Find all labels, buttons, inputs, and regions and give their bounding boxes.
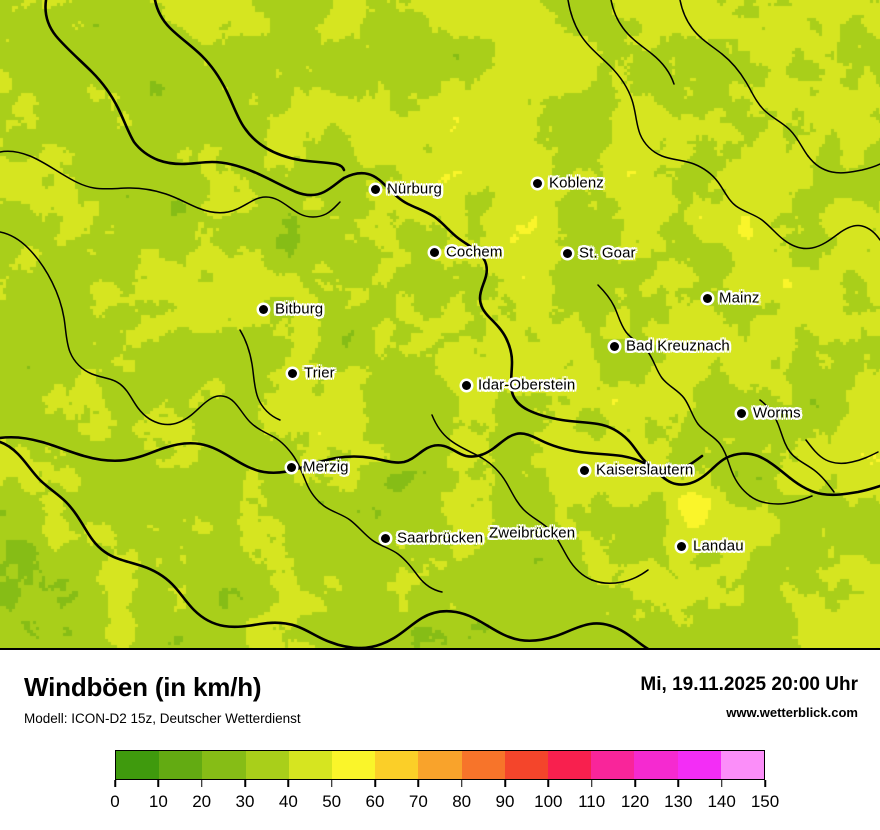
colorbar-tick [764,780,766,787]
colorbar-tick [200,780,203,787]
city-label: Koblenz [549,174,604,192]
colorbar-tick [417,780,420,787]
city-label: Merzig [303,458,349,476]
city-label: Zweibrücken [489,524,576,542]
colorbar-tick [374,780,376,787]
colorbar-tick-label: 110 [578,792,606,811]
title-block: Windböen (in km/h) Modell: ICON-D2 15z, … [24,672,301,726]
city-label: Landau [693,537,744,555]
city-label: St. Goar [579,244,636,262]
colorbar-swatch [418,751,462,779]
city-dot-icon [381,533,390,543]
colorbar-legend: 0 10 20 30 40 50 60 70 80 90 100 110 120 130 140 150 [0,750,880,814]
colorbar-tick [547,780,550,787]
website-label: www.wetterblick.com [726,705,858,720]
colorbar-tick [287,780,290,787]
colorbar-swatch [720,751,765,779]
colorbar-gradient [115,750,765,780]
colorbar-tick [244,780,246,787]
colorbar-swatch [591,751,635,779]
city-label: Trier [304,364,335,382]
colorbar-swatch [375,751,419,779]
city-dot-icon [677,541,686,551]
city-dot-icon [563,248,572,258]
model-subtitle: Modell: ICON-D2 15z, Deutscher Wetterdie… [24,711,301,726]
colorbar-tick [590,780,593,787]
colorbar-tick [634,780,636,787]
colorbar-tick-label: 30 [235,792,255,811]
colorbar-swatch [202,751,246,779]
colorbar-swatch [461,751,505,779]
date-block: Mi, 19.11.2025 20:00 Uhr www.wetterblick… [640,674,858,720]
colorbar-tick [157,780,160,787]
colorbar-swatch [288,751,333,779]
colorbar-tick-label: 60 [365,792,385,811]
colorbar-swatch [634,751,678,779]
colorbar-tick-label: 140 [707,792,736,811]
map-footer: Windböen (in km/h) Modell: ICON-D2 15z, … [0,650,880,830]
city-label: Saarbrücken [397,529,484,547]
city-dot-icon [287,462,296,472]
colorbar-tick-label: 120 [620,792,650,811]
colorbar-tick-label: 130 [664,792,693,811]
colorbar-tick-label: 100 [534,792,563,811]
colorbar-tick-label: 70 [408,792,428,811]
colorbar-tick [720,780,723,787]
colorbar-ticks [114,780,766,788]
city-dot-icon [259,304,268,314]
colorbar-tick [677,780,680,787]
colorbar-swatch [677,751,721,779]
colorbar-tick-label: 10 [148,792,168,811]
city-dot-icon [288,368,297,378]
city-label: Nürburg [387,180,442,198]
city-label: Worms [753,404,801,422]
colorbar-swatch [332,751,376,779]
border-vector-layer [0,0,880,648]
city-label: Idar-Oberstein [478,376,576,394]
forecast-timestamp: Mi, 19.11.2025 20:00 Uhr [640,674,858,695]
page-title: Windböen (in km/h) [24,672,262,702]
colorbar-tick [460,780,463,787]
city-label: Bad Kreuznach [626,337,730,355]
colorbar-tick-label: 90 [495,792,515,811]
city-dot-icon [703,293,712,303]
city-label: Cochem [446,243,503,261]
colorbar-tick-label: 80 [452,792,472,811]
city-dot-icon [580,465,589,475]
city-label: Mainz [719,289,760,307]
colorbar-swatch [504,751,549,779]
colorbar-swatch [159,751,203,779]
colorbar-tick [330,780,333,787]
wind-gust-raster-layer [0,0,880,648]
colorbar-tick-label: 40 [278,792,298,811]
colorbar-tick-label: 20 [192,792,212,811]
colorbar-swatch [548,751,592,779]
colorbar-tick-label: 50 [322,792,342,811]
city-dot-icon [737,408,746,418]
city-dot-icon [610,341,619,351]
national-border-path [0,0,880,648]
colorbar-swatch [245,751,289,779]
city-label: Kaiserslautern [596,461,694,479]
city-label: Bitburg [275,300,324,318]
city-dot-icon [533,178,542,188]
colorbar-tick-labels: 0 10 20 30 40 50 60 70 80 90 100 110 120 130 140 150 [110,792,779,814]
colorbar-tick [114,780,116,787]
state-border-path [0,0,880,593]
colorbar-tick [504,780,506,787]
city-dot-icon [430,247,439,257]
city-dot-icon [371,184,380,194]
colorbar-swatch [116,751,160,779]
city-dot-icon [462,380,471,390]
weather-map[interactable]: Nürburg Koblenz Cochem St. Goar Bitburg Mainz… [0,0,880,650]
colorbar-tick-label: 150 [750,792,780,811]
colorbar-tick-label: 0 [110,792,120,811]
